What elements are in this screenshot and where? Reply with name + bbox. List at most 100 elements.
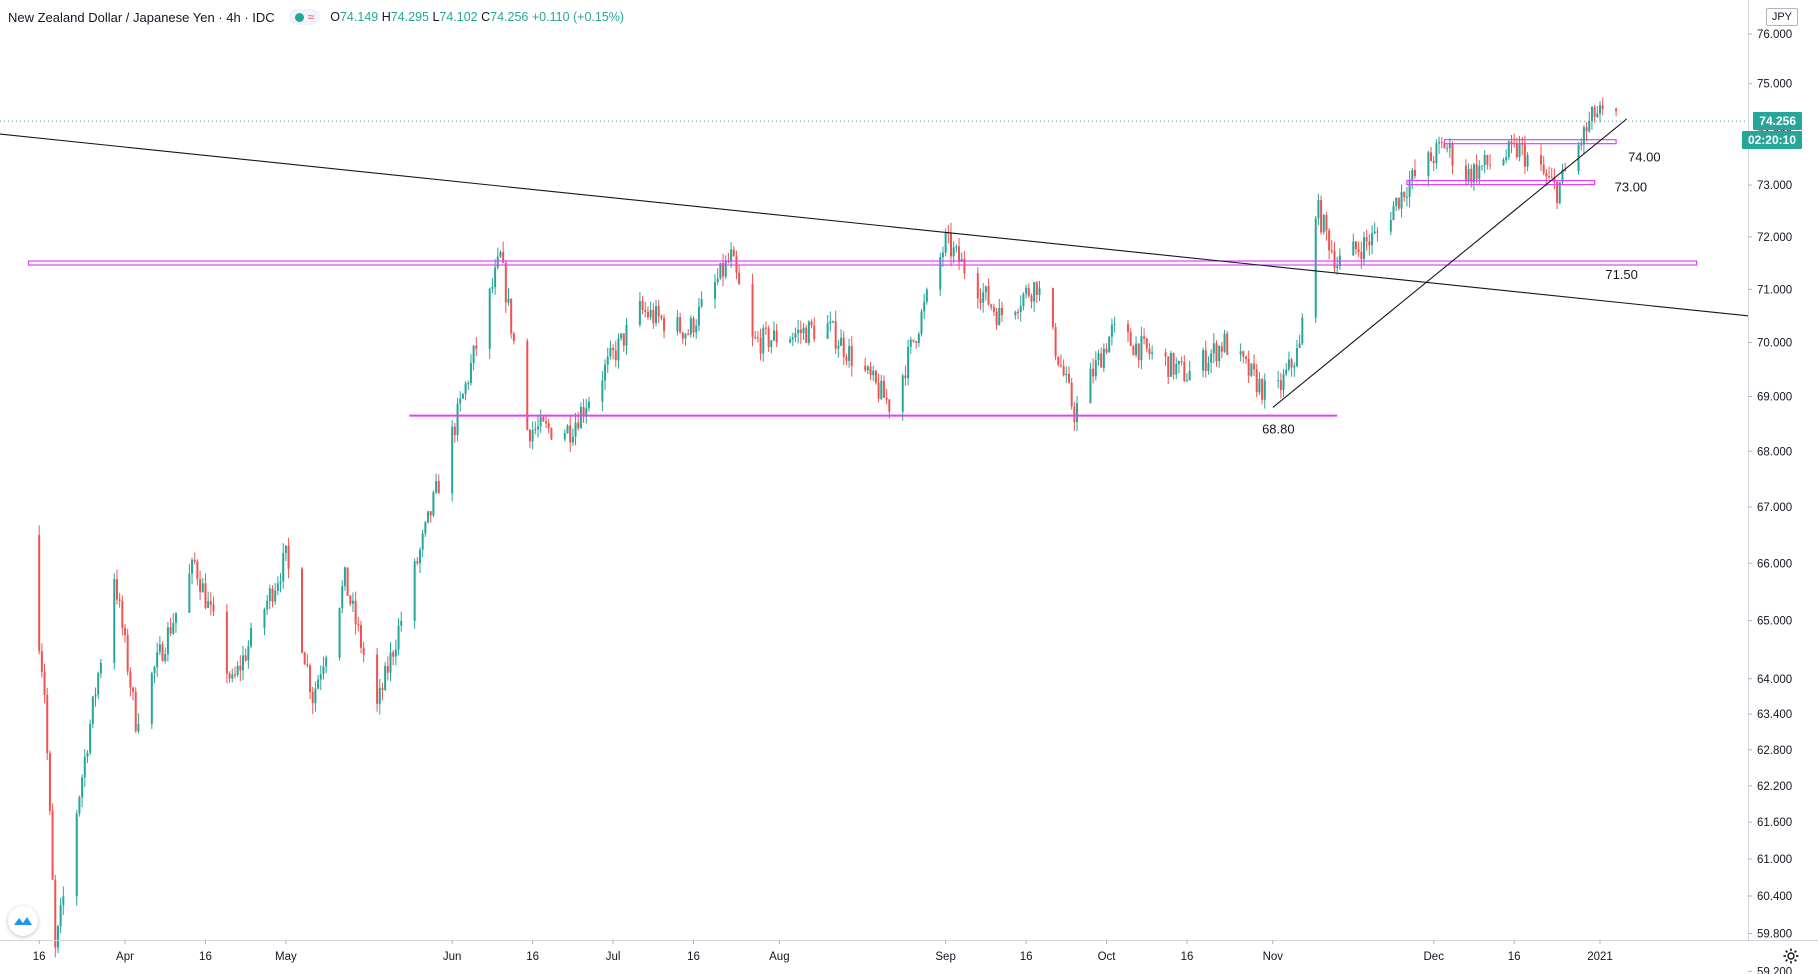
candle-body	[882, 380, 885, 398]
candle-body	[1172, 352, 1175, 375]
candle-body	[904, 375, 907, 379]
candle	[571, 428, 574, 446]
candle	[209, 591, 212, 616]
candle	[939, 252, 942, 297]
candle-body	[1290, 359, 1293, 368]
candle-body	[43, 671, 46, 696]
time-tick-label: May	[275, 951, 297, 963]
eye-dot-icon[interactable]	[294, 12, 304, 22]
candle	[1464, 159, 1467, 186]
candle	[1523, 135, 1526, 174]
currency-label[interactable]: JPY	[1765, 8, 1798, 26]
candle-body	[842, 337, 845, 357]
candle	[1403, 191, 1406, 202]
candle-body	[609, 347, 612, 357]
candle-body	[54, 879, 57, 948]
candle	[1226, 331, 1229, 356]
candle	[531, 421, 534, 450]
candle-body	[1014, 311, 1017, 316]
candle	[534, 421, 537, 435]
candle	[429, 511, 432, 523]
candle-body	[156, 652, 159, 668]
tradingview-logo-icon[interactable]	[8, 906, 38, 936]
candle-body	[172, 622, 175, 634]
candle	[1027, 283, 1030, 299]
candle	[1092, 358, 1095, 384]
candle	[1263, 373, 1266, 409]
wave-icon[interactable]: ≈	[307, 10, 315, 24]
candle-body	[1561, 169, 1564, 183]
candle-body	[362, 647, 365, 655]
candle-body	[287, 545, 290, 569]
candle	[837, 340, 840, 358]
candle-body	[1030, 295, 1033, 302]
candle	[1585, 121, 1588, 142]
candle-body	[866, 366, 869, 371]
candle	[606, 347, 609, 373]
candle-body	[118, 599, 121, 601]
time-tick-label: 2021	[1587, 951, 1613, 963]
candle-body	[939, 257, 942, 290]
candle	[692, 316, 695, 338]
candle	[587, 396, 590, 412]
candle	[794, 327, 797, 343]
candle-body	[386, 665, 389, 673]
candle	[510, 298, 513, 339]
candle	[1215, 340, 1218, 367]
candle	[1489, 154, 1492, 170]
candle	[1368, 234, 1371, 256]
candle	[1295, 339, 1298, 368]
price-tick-label: 75.000	[1757, 79, 1792, 91]
candle-body	[1588, 120, 1591, 132]
candle	[384, 662, 387, 691]
candle	[1413, 159, 1416, 179]
candle-body	[920, 311, 923, 334]
candle	[754, 330, 757, 340]
candle	[1405, 187, 1408, 207]
candle	[1556, 180, 1559, 210]
time-tick-label: 16	[687, 951, 700, 963]
symbol-title[interactable]: New Zealand Dollar / Japanese Yen · 4h ·…	[8, 9, 275, 25]
candle	[282, 543, 285, 589]
candle-body	[912, 339, 915, 342]
candle	[1542, 155, 1545, 176]
candle-body	[378, 688, 381, 704]
candle	[759, 328, 762, 361]
candle-body	[153, 667, 156, 674]
time-tick-label: 16	[1508, 951, 1521, 963]
candle	[807, 320, 810, 346]
gear-icon[interactable]	[1780, 945, 1802, 967]
candle-body	[695, 325, 698, 333]
price-tick-label: 63.400	[1757, 709, 1792, 721]
candle-body	[81, 777, 84, 798]
candle-body	[115, 579, 118, 600]
candle-body	[488, 288, 491, 349]
candle	[681, 331, 684, 344]
candle-body	[1368, 241, 1371, 246]
candle	[1258, 371, 1261, 396]
candle-body	[789, 339, 792, 343]
indicator-controls[interactable]: ≈	[288, 9, 321, 25]
close-label: C	[481, 10, 491, 24]
candle-body	[1435, 143, 1438, 163]
candle	[869, 362, 872, 381]
candle	[872, 366, 875, 382]
candle	[386, 656, 389, 681]
candle	[1076, 395, 1079, 432]
candle	[132, 686, 135, 701]
candle-body	[579, 407, 582, 429]
price-tick-label: 70.000	[1757, 338, 1792, 350]
candle-body	[233, 674, 236, 676]
candle	[866, 364, 869, 375]
candle	[207, 591, 210, 609]
candle-body	[341, 586, 344, 609]
candle-body	[1615, 108, 1618, 112]
candle	[137, 713, 140, 734]
candle-body	[1596, 113, 1599, 117]
candle	[427, 511, 430, 524]
candle-body	[832, 321, 834, 323]
candle-body	[1298, 343, 1301, 348]
candle-body	[1518, 142, 1521, 158]
candle	[311, 687, 314, 714]
